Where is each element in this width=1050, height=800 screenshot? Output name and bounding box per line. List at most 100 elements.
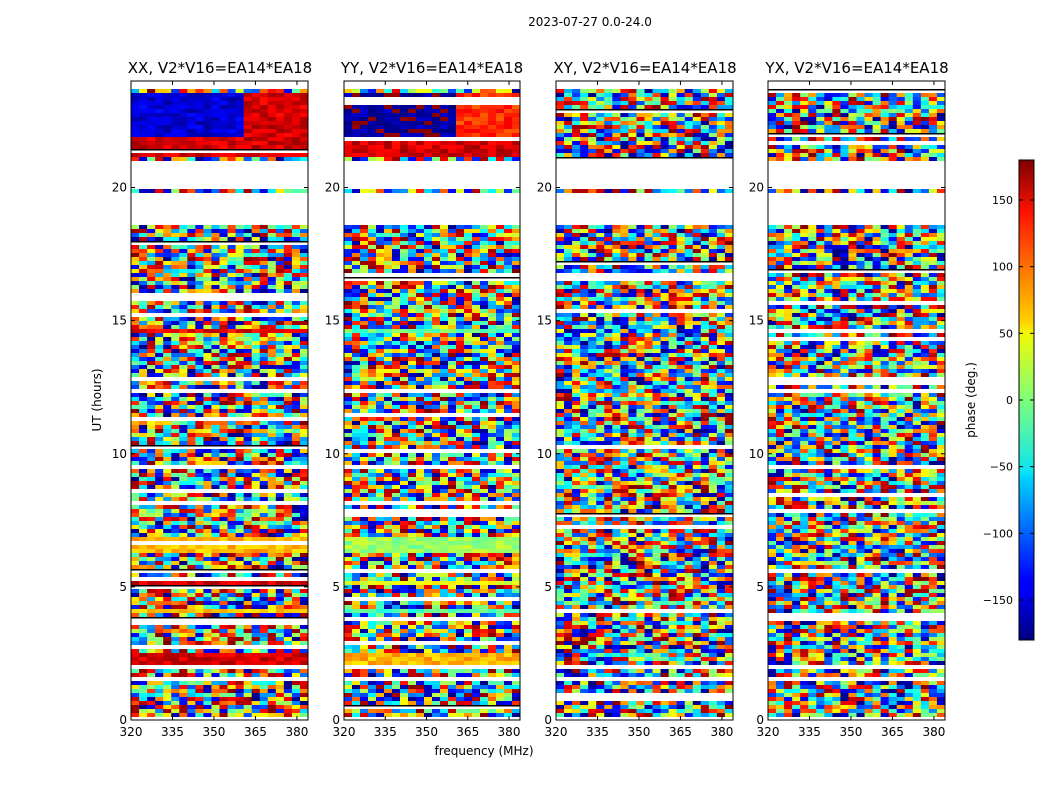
heatmap-cell (400, 585, 409, 589)
heatmap-cell (267, 557, 277, 561)
heatmap-cell (187, 461, 196, 465)
heatmap-cell (163, 581, 172, 585)
heatmap-cell (512, 253, 521, 257)
heatmap-cell (291, 141, 301, 145)
heatmap-cell (352, 321, 361, 325)
heatmap-cell (227, 405, 236, 409)
heatmap-cell (203, 393, 212, 397)
heatmap-cell (432, 585, 441, 589)
heatmap-cell (496, 117, 505, 121)
heatmap-cell (131, 245, 140, 249)
heatmap-cell (163, 429, 172, 433)
heatmap-cell (235, 497, 245, 501)
heatmap-cell (219, 125, 228, 129)
heatmap-cell (480, 381, 489, 385)
heatmap-cell (283, 697, 293, 701)
heatmap-cell (195, 321, 204, 325)
heatmap-cell (504, 305, 513, 309)
heatmap-cell (219, 545, 228, 549)
heatmap-cell (219, 333, 228, 337)
heatmap-cell (488, 573, 497, 577)
heatmap-cell (496, 233, 505, 237)
heatmap-cell (267, 593, 277, 597)
heatmap-cell (512, 357, 521, 361)
heatmap-cell (360, 261, 369, 265)
heatmap-cell (299, 557, 309, 561)
heatmap-cell (235, 669, 245, 673)
heatmap-cell (384, 393, 393, 397)
heatmap-cell (227, 145, 236, 149)
heatmap-cell (147, 669, 156, 673)
heatmap-cell (211, 225, 220, 229)
heatmap-cell (131, 157, 140, 161)
heatmap-cell (488, 329, 497, 333)
heatmap-cell (472, 141, 481, 145)
heatmap-cell (456, 229, 465, 233)
heatmap-cell (227, 509, 236, 513)
heatmap-cell (187, 325, 196, 329)
heatmap-cell (195, 565, 204, 569)
heatmap-cell (251, 365, 261, 369)
heatmap-cell (147, 433, 156, 437)
heatmap-cell (203, 705, 212, 709)
heatmap-cell (203, 629, 212, 633)
heatmap-cell (195, 157, 204, 161)
heatmap-cell (392, 301, 401, 305)
heatmap-cell (352, 481, 361, 485)
heatmap-cell (243, 525, 253, 529)
heatmap-cell (392, 481, 401, 485)
heatmap-cell (291, 317, 301, 321)
heatmap-cell (424, 585, 433, 589)
heatmap-cell (187, 273, 196, 277)
heatmap-cell (488, 249, 497, 253)
heatmap-cell (283, 453, 293, 457)
heatmap-cell (416, 129, 425, 133)
heatmap-cell (219, 145, 228, 149)
heatmap-cell (179, 93, 188, 97)
heatmap-cell (472, 381, 481, 385)
heatmap-cell (344, 553, 353, 557)
heatmap-cell (187, 521, 196, 525)
heatmap-cell (384, 357, 393, 361)
heatmap-cell (512, 433, 521, 437)
heatmap-cell (512, 301, 521, 305)
heatmap-cell (211, 381, 220, 385)
heatmap-cell (227, 157, 236, 161)
heatmap-cell (235, 157, 245, 161)
heatmap-cell (155, 441, 164, 445)
heatmap-cell (360, 353, 369, 357)
heatmap-cell (496, 325, 505, 329)
heatmap-cell (456, 333, 465, 337)
heatmap-cell (211, 189, 220, 193)
heatmap-cell (203, 625, 212, 629)
heatmap-cell (299, 273, 309, 277)
heatmap-cell (147, 329, 156, 333)
heatmap-cell (472, 553, 481, 557)
heatmap-cell (291, 245, 301, 249)
heatmap-cell (408, 545, 417, 549)
heatmap-cell (251, 693, 261, 697)
heatmap-cell (408, 153, 417, 157)
heatmap-cell (251, 549, 261, 553)
heatmap-cell (139, 257, 148, 261)
heatmap-cell (384, 329, 393, 333)
heatmap-cell (512, 477, 521, 481)
heatmap-cell (416, 353, 425, 357)
heatmap-cell (275, 401, 285, 405)
heatmap-cell (512, 149, 521, 153)
heatmap-cell (203, 517, 212, 521)
heatmap-cell (227, 89, 236, 93)
heatmap-cell (504, 289, 513, 293)
heatmap-cell (299, 373, 309, 377)
heatmap-cell (195, 309, 204, 313)
heatmap-cell (416, 529, 425, 533)
heatmap-cell (472, 581, 481, 585)
heatmap-cell (368, 313, 377, 317)
heatmap-cell (147, 637, 156, 641)
heatmap-cell (187, 353, 196, 357)
heatmap-cell (179, 697, 188, 701)
heatmap-cell (344, 517, 353, 521)
heatmap-cell (267, 441, 277, 445)
heatmap-cell (352, 333, 361, 337)
heatmap-cell (147, 121, 156, 125)
